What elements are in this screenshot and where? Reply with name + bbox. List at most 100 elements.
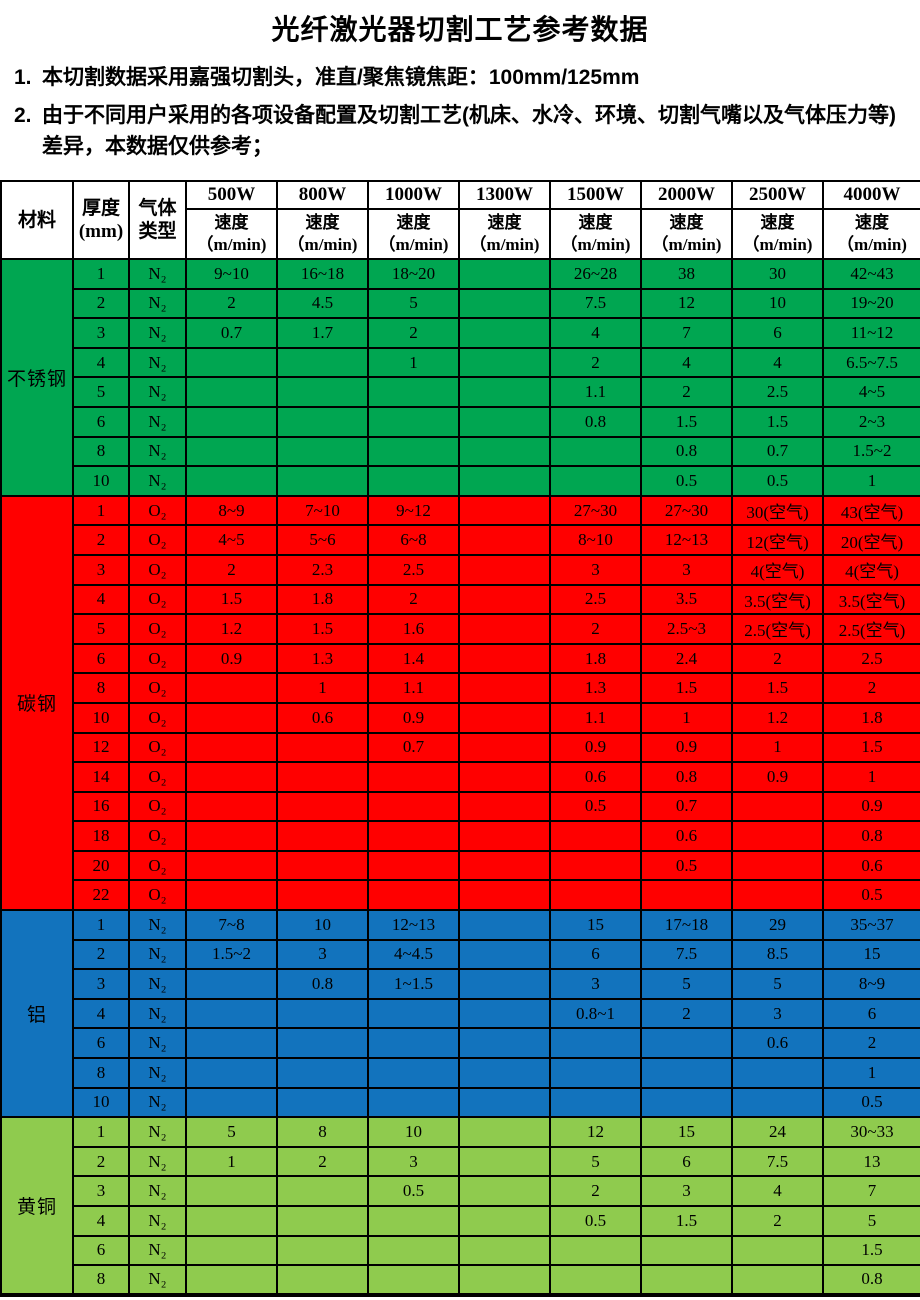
speed-cell: 4 — [640, 346, 733, 379]
speed-cell — [185, 1205, 278, 1237]
speed-cell — [458, 1057, 551, 1089]
speed-cell — [458, 1205, 551, 1237]
table-row: 10 N₂ 0.5 — [1, 1086, 920, 1119]
speed-cell: 12 — [549, 1116, 642, 1148]
speed-cell: 4 — [731, 346, 824, 379]
gas-cell: O₂ — [128, 701, 187, 734]
speed-cell: 1.3 — [549, 672, 642, 704]
thickness-cell: 10 — [72, 1086, 130, 1119]
header-speed-line2: （m/min) — [742, 235, 813, 254]
speed-cell: 11~12 — [822, 317, 920, 349]
speed-cell — [367, 376, 460, 408]
speed-cell: 6 — [731, 317, 824, 349]
speed-cell — [731, 849, 824, 882]
note-2-number: 2. — [14, 104, 32, 127]
speed-cell — [367, 1086, 460, 1119]
table-row: 3 N₂ 0.7 1.7 2 4 7 6 11~12 — [1, 317, 920, 349]
speed-cell: 5 — [731, 968, 824, 1000]
table-row: 2 O₂ 4~5 5~6 6~8 8~10 12~13 12(空气) 20(空气) — [1, 524, 920, 556]
header-power: 2000W — [640, 180, 733, 210]
speed-cell — [276, 376, 369, 408]
speed-cell — [367, 761, 460, 793]
speed-cell: 0.6 — [276, 701, 369, 734]
speed-cell — [640, 1027, 733, 1060]
speed-cell — [276, 879, 369, 912]
speed-cell — [731, 1086, 824, 1119]
note-2: 2. 由于不同用户采用的各项设备配置及切割工艺(机床、水冷、环境、切割气嘴以及气… — [14, 100, 902, 162]
speed-cell — [276, 465, 369, 497]
speed-cell: 19~20 — [822, 287, 920, 320]
thickness-cell: 4 — [72, 346, 130, 379]
speed-cell: 6.5~7.5 — [822, 346, 920, 379]
thickness-cell: 8 — [72, 672, 130, 704]
speed-cell — [185, 790, 278, 823]
speed-cell: 2 — [276, 1145, 369, 1178]
speed-cell: 9~12 — [367, 494, 460, 527]
table-row: 2 N₂ 1.5~2 3 4~4.5 6 7.5 8.5 15 — [1, 938, 920, 971]
speed-cell: 0.7 — [367, 731, 460, 764]
speed-cell: 3 — [549, 968, 642, 1000]
gas-cell: N₂ — [128, 1086, 187, 1119]
speed-cell: 0.7 — [640, 790, 733, 823]
header-speed: 速度 （m/min) — [549, 208, 642, 260]
thickness-cell: 4 — [72, 997, 130, 1030]
speed-cell: 17~18 — [640, 909, 733, 941]
speed-cell: 3 — [549, 553, 642, 586]
header-speed: 速度 （m/min) — [731, 208, 824, 260]
table-row: 4 N₂ 0.8~1 2 3 6 — [1, 997, 920, 1030]
speed-cell — [185, 701, 278, 734]
speed-cell: 1.2 — [185, 613, 278, 645]
table-row: 5 O₂ 1.2 1.5 1.6 2 2.5~3 2.5(空气) 2.5(空气) — [1, 613, 920, 645]
speed-cell: 38 — [640, 258, 733, 290]
table-body: 不锈钢 1 N₂ 9~10 16~18 18~20 26~28 38 30 42~43 2 N₂ 2 4.… — [0, 258, 920, 1296]
speed-cell: 2 — [822, 1027, 920, 1060]
table-row: 4 N₂ 1 2 4 4 6.5~7.5 — [1, 346, 920, 379]
thickness-cell: 4 — [72, 1205, 130, 1237]
speed-cell — [458, 849, 551, 882]
speed-cell: 6~8 — [367, 524, 460, 556]
speed-cell: 8 — [276, 1116, 369, 1148]
speed-cell: 30(空气) — [731, 494, 824, 527]
speed-cell — [367, 465, 460, 497]
table-row: 18 O₂ 0.6 0.8 — [1, 820, 920, 852]
table-row: 6 O₂ 0.9 1.3 1.4 1.8 2.4 2 2.5 — [1, 642, 920, 675]
gas-cell: N₂ — [128, 376, 187, 408]
speed-cell — [549, 1057, 642, 1089]
speed-cell: 1.5 — [822, 1234, 920, 1267]
speed-cell — [731, 1234, 824, 1267]
thickness-cell: 2 — [72, 1145, 130, 1178]
header-speed: 速度 （m/min) — [185, 208, 278, 260]
speed-cell — [276, 790, 369, 823]
speed-cell — [731, 1057, 824, 1089]
speed-cell — [549, 1086, 642, 1119]
thickness-cell: 3 — [72, 968, 130, 1000]
gas-cell: N₂ — [128, 1145, 187, 1178]
speed-cell — [185, 465, 278, 497]
table-row: 黄铜 1 N₂ 5 8 10 12 15 24 30~33 — [0, 1116, 920, 1296]
thickness-cell: 3 — [72, 1175, 130, 1207]
header-speed: 速度 （m/min) — [640, 208, 733, 260]
speed-cell: 43(空气) — [822, 494, 920, 527]
note-2-text: 由于不同用户采用的各项设备配置及切割工艺(机床、水冷、环境、切割气嘴以及气体压力… — [42, 104, 896, 158]
gas-cell: N₂ — [128, 465, 187, 497]
gas-cell: N₂ — [128, 1234, 187, 1267]
speed-cell: 1.5 — [185, 583, 278, 616]
speed-cell — [458, 1086, 551, 1119]
gas-cell: O₂ — [128, 879, 187, 912]
header-speed-line2: （m/min) — [837, 235, 907, 254]
speed-cell: 0.8 — [640, 761, 733, 793]
speed-cell — [458, 1234, 551, 1267]
gas-cell: O₂ — [128, 731, 187, 764]
speed-cell — [185, 849, 278, 882]
speed-cell: 10 — [731, 287, 824, 320]
gas-cell: O₂ — [128, 494, 187, 527]
table-row: 8 O₂ 1 1.1 1.3 1.5 1.5 2 — [1, 672, 920, 704]
speed-cell: 2~3 — [822, 405, 920, 438]
speed-cell: 1.5 — [640, 672, 733, 704]
gas-cell: O₂ — [128, 672, 187, 704]
table-row: 8 N₂ 0.8 — [1, 1264, 920, 1296]
speed-cell — [458, 524, 551, 556]
speed-cell — [276, 1175, 369, 1207]
table-row: 3 O₂ 2 2.3 2.5 3 3 4(空气) 4(空气) — [1, 553, 920, 586]
speed-cell — [367, 1205, 460, 1237]
